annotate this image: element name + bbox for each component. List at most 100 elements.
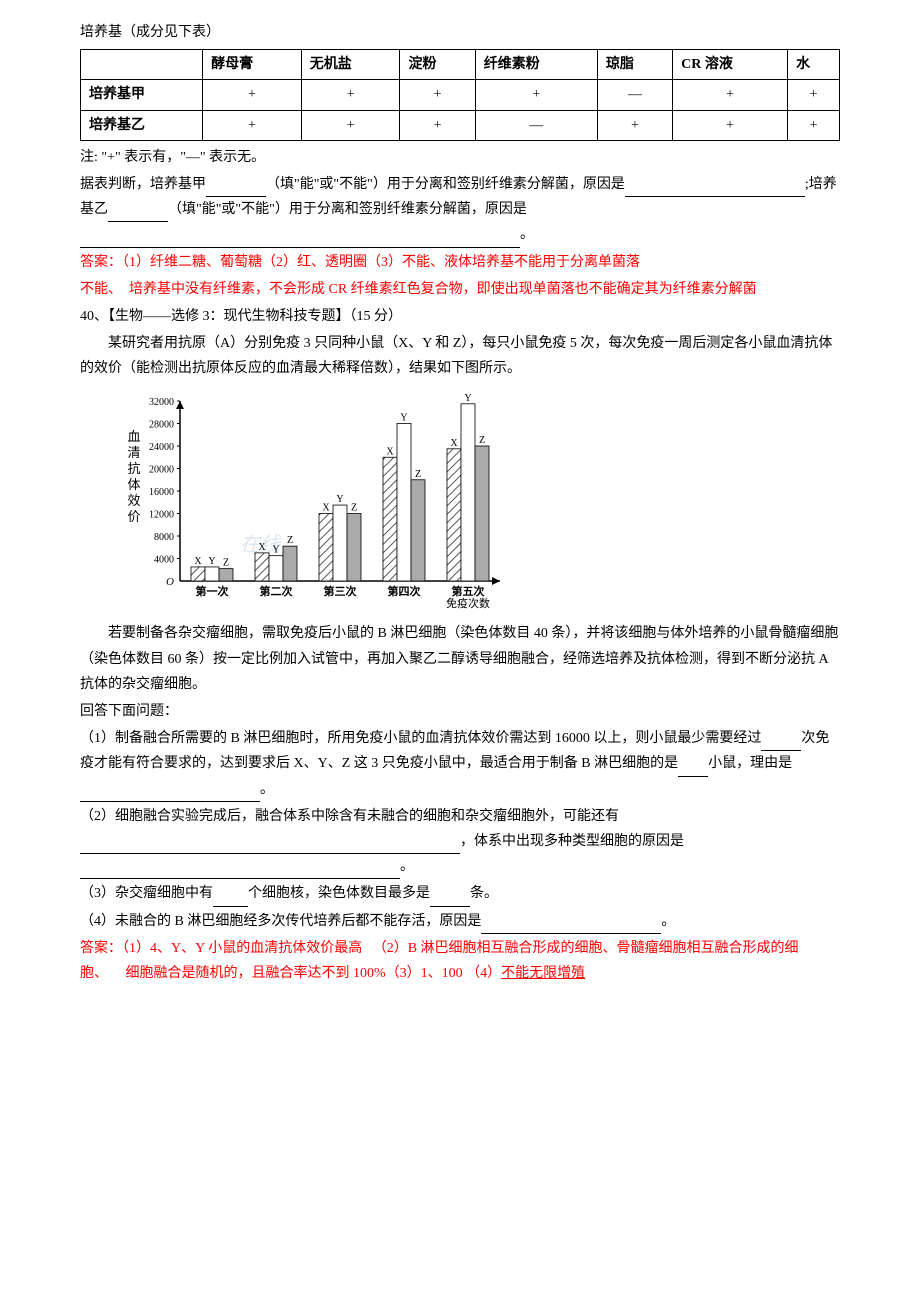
svg-text:价: 价 [127,509,140,524]
q40-q3-a: （3）杂交瘤细胞中有 [80,886,213,901]
medium-table: 酵母膏 无机盐 淀粉 纤维素粉 琼脂 CR 溶液 水 培养基甲 + + + + … [80,49,840,141]
ans40-c: 细胞融合是随机的，且融合率达不到 100%（3）1、100 （4） [126,966,502,981]
q40-q2-b: ，体系中出现多种类型细胞的原因是 [460,834,684,849]
svg-text:血: 血 [127,429,140,444]
q40-q4-b: 。 [661,914,675,929]
blank-field[interactable] [80,785,260,802]
svg-text:清: 清 [127,445,140,460]
bar-chart: 在线线O400080001200016000200002400028000320… [120,391,840,611]
svg-text:第三次: 第三次 [324,584,357,598]
svg-text:Z: Z [415,469,421,480]
table-note: 注: "+" 表示有，"—" 表示无。 [80,145,840,170]
answer-1-part-a: 不能、 [80,282,122,297]
cell: + [400,110,475,140]
q40-question-4: （4）未融合的 B 淋巴细胞经多次传代培养后都不能存活，原因是 。 [80,909,840,934]
blank-field[interactable] [80,231,520,248]
svg-text:抗: 抗 [127,461,140,476]
blank-field[interactable] [678,760,708,777]
cell: — [597,80,672,110]
svg-text:免疫次数: 免疫次数 [446,596,490,610]
answer-1-line-2: 不能、 培养基中没有纤维素，不会形成 CR 纤维素红色复合物，即使出现单菌落也不… [80,277,840,302]
th-cellulose: 纤维素粉 [475,50,597,80]
intro-line: 培养基（成分见下表） [80,20,840,45]
ans40-a: 答案：（1）4、Y、Y 小鼠的血清抗体效价最高 [80,941,362,956]
q40-intro: 某研究者用抗原（A）分别免疫 3 只同种小鼠（X、Y 和 Z），每只小鼠免疫 5… [80,331,840,381]
th-salt: 无机盐 [301,50,400,80]
cell: + [673,80,788,110]
svg-text:32000: 32000 [149,397,174,408]
cell: + [400,80,475,110]
svg-text:第五次: 第五次 [452,584,485,598]
q40-q3-c: 条。 [470,886,498,901]
svg-text:12000: 12000 [149,510,174,521]
q40-title: 40、【生物——选修 3：现代生物科技专题】（15 分） [80,304,840,329]
cell: + [475,80,597,110]
blank-field[interactable] [213,890,248,907]
th-agar: 琼脂 [597,50,672,80]
svg-text:X: X [194,556,202,567]
chart-svg: 在线线O400080001200016000200002400028000320… [120,391,520,611]
svg-text:Y: Y [464,393,471,404]
svg-text:X: X [322,503,330,514]
svg-text:Y: Y [272,545,279,556]
svg-text:Z: Z [479,435,485,446]
th-water: 水 [788,50,840,80]
blank-field[interactable] [481,917,661,934]
cell: + [203,110,302,140]
blank-field[interactable] [80,837,460,854]
row-label-1: 培养基甲 [81,80,203,110]
q40-question-2: （2）细胞融合实验完成后，融合体系中除含有未融合的细胞和杂交瘤细胞外，可能还有 ，… [80,804,840,880]
cell: + [301,110,400,140]
q1-text-4: （填"能"或"不能"）用于分离和签别纤维素分解菌，原因是 [168,202,527,217]
cell: + [673,110,788,140]
th-starch: 淀粉 [400,50,475,80]
svg-text:16000: 16000 [149,487,174,498]
q40-q1-d: 。 [260,782,274,797]
q40-q3-b: 个细胞核，染色体数目最多是 [248,886,430,901]
svg-text:第二次: 第二次 [260,584,293,598]
q40-q1-c: 小鼠，理由是 [708,756,792,771]
table-header-row: 酵母膏 无机盐 淀粉 纤维素粉 琼脂 CR 溶液 水 [81,50,840,80]
answer-1-part-b: 培养基中没有纤维素，不会形成 CR 纤维素红色复合物，即使出现单菌落也不能确定其… [129,282,757,297]
q40-q1-a: （1）制备融合所需要的 B 淋巴细胞时，所用免疫小鼠的血清抗体效价需达到 160… [80,731,761,746]
q1-text-1: 据表判断，培养基甲 [80,177,206,192]
blank-field[interactable] [80,863,400,880]
th-cr: CR 溶液 [673,50,788,80]
svg-text:Z: Z [287,536,293,547]
q40-q2-c: 。 [400,859,414,874]
svg-text:Y: Y [208,556,215,567]
svg-text:8000: 8000 [154,532,174,543]
q40-question-3: （3）杂交瘤细胞中有 个细胞核，染色体数目最多是 条。 [80,881,840,906]
cell: + [597,110,672,140]
svg-text:24000: 24000 [149,442,174,453]
th-yeast: 酵母膏 [203,50,302,80]
svg-text:Z: Z [351,503,357,514]
svg-text:Y: Y [400,413,407,424]
question-1: 据表判断，培养基甲（填"能"或"不能"）用于分离和签别纤维素分解菌，原因是;培养… [80,172,840,248]
blank-field[interactable] [761,735,801,752]
q40-q4-a: （4）未融合的 B 淋巴细胞经多次传代培养后都不能存活，原因是 [80,914,481,929]
svg-text:效: 效 [127,493,140,508]
ans40-d: 不能无限增殖 [501,966,585,981]
svg-text:28000: 28000 [149,420,174,431]
cell: + [301,80,400,110]
th-empty [81,50,203,80]
svg-text:体: 体 [127,477,140,492]
q40-question-1: （1）制备融合所需要的 B 淋巴细胞时，所用免疫小鼠的血清抗体效价需达到 160… [80,726,840,802]
q1-text-2: （填"能"或"不能"）用于分离和签别纤维素分解菌，原因是 [266,177,625,192]
q40-body: 若要制备各杂交瘤细胞，需取免疫后小鼠的 B 淋巴细胞（染色体数目 40 条），并… [80,621,840,697]
answer-1-line-1: 答案：（1）纤维二糖、葡萄糖（2）红、透明圈（3）不能、液体培养基不能用于分离单… [80,250,840,275]
row-label-2: 培养基乙 [81,110,203,140]
svg-text:X: X [258,542,266,553]
cell: + [788,80,840,110]
blank-field[interactable] [430,890,470,907]
svg-text:Z: Z [223,558,229,569]
blank-field[interactable] [206,180,266,197]
blank-field[interactable] [625,180,805,197]
q40-answer-header: 回答下面问题： [80,699,840,724]
cell: + [788,110,840,140]
q40-q2-a: （2）细胞融合实验完成后，融合体系中除含有未融合的细胞和杂交瘤细胞外，可能还有 [80,809,619,824]
q1-text-5: 。 [520,227,534,242]
svg-text:X: X [450,438,458,449]
blank-field[interactable] [108,206,168,223]
